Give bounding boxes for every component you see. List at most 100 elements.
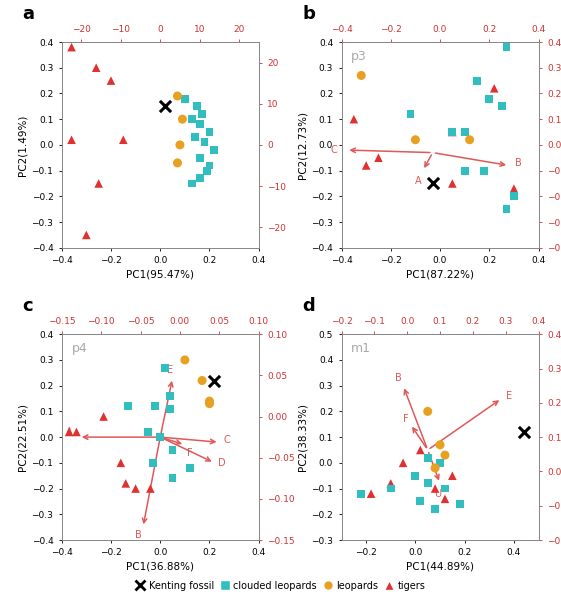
Point bbox=[448, 127, 457, 137]
Point bbox=[195, 119, 204, 129]
Point bbox=[168, 445, 177, 455]
X-axis label: PC1(36.88%): PC1(36.88%) bbox=[126, 562, 194, 571]
Point bbox=[116, 458, 125, 467]
Point bbox=[185, 463, 194, 473]
Point bbox=[178, 115, 187, 124]
Point bbox=[448, 179, 457, 188]
Point bbox=[72, 427, 81, 437]
Text: F: F bbox=[187, 448, 192, 458]
Point bbox=[121, 479, 130, 488]
Text: C: C bbox=[331, 145, 338, 155]
Point bbox=[431, 484, 440, 493]
X-axis label: PC1(87.22%): PC1(87.22%) bbox=[406, 269, 474, 279]
Point bbox=[431, 463, 440, 473]
Point bbox=[173, 158, 182, 167]
Point bbox=[374, 153, 383, 163]
Text: E: E bbox=[506, 391, 512, 401]
Text: p3: p3 bbox=[351, 50, 367, 63]
Point bbox=[190, 133, 199, 142]
Point bbox=[456, 499, 465, 509]
Y-axis label: PC2(1.49%): PC2(1.49%) bbox=[17, 114, 27, 176]
Point bbox=[416, 445, 425, 455]
Point bbox=[205, 399, 214, 409]
Point bbox=[502, 43, 511, 52]
Point bbox=[416, 497, 425, 506]
Point bbox=[181, 355, 190, 365]
Point bbox=[144, 427, 153, 437]
Point bbox=[362, 161, 371, 170]
Text: B: B bbox=[516, 158, 522, 168]
Point bbox=[509, 191, 518, 201]
Point bbox=[148, 458, 157, 467]
Point bbox=[448, 127, 457, 137]
Point bbox=[197, 376, 206, 385]
Point bbox=[519, 427, 528, 437]
Point bbox=[440, 494, 449, 503]
Point bbox=[472, 76, 481, 85]
Point bbox=[502, 205, 511, 214]
Point bbox=[509, 184, 518, 193]
Point bbox=[465, 135, 474, 145]
Point bbox=[210, 376, 219, 385]
Point bbox=[119, 135, 128, 145]
Point bbox=[460, 127, 469, 137]
Point bbox=[91, 63, 100, 73]
Text: B: B bbox=[395, 373, 402, 383]
Point bbox=[480, 166, 489, 175]
Text: p4: p4 bbox=[72, 343, 88, 355]
Point bbox=[423, 479, 432, 488]
Point bbox=[160, 363, 169, 373]
Point bbox=[94, 179, 103, 188]
Text: A: A bbox=[415, 176, 421, 186]
Point bbox=[65, 427, 73, 437]
Legend: Kenting fossil, clouded leopards, leopards, tigers: Kenting fossil, clouded leopards, leopar… bbox=[131, 577, 430, 595]
Point bbox=[188, 179, 197, 188]
Point bbox=[195, 173, 204, 183]
Point bbox=[435, 440, 444, 449]
Point bbox=[94, 253, 103, 263]
Y-axis label: PC2(22.51%): PC2(22.51%) bbox=[17, 403, 27, 471]
Y-axis label: PC2(12.73%): PC2(12.73%) bbox=[297, 111, 307, 179]
Point bbox=[195, 153, 204, 163]
Point bbox=[350, 115, 358, 124]
Point bbox=[485, 94, 494, 103]
Point bbox=[431, 505, 440, 514]
Point bbox=[490, 83, 499, 93]
Text: b: b bbox=[302, 5, 315, 23]
Point bbox=[203, 166, 211, 175]
Point bbox=[165, 404, 174, 413]
Point bbox=[131, 484, 140, 493]
Text: C: C bbox=[223, 434, 230, 445]
Point bbox=[411, 471, 420, 481]
Point bbox=[181, 94, 190, 103]
Point bbox=[357, 489, 366, 499]
Point bbox=[160, 101, 169, 111]
Point bbox=[423, 453, 432, 463]
Text: F: F bbox=[403, 414, 408, 424]
Point bbox=[124, 401, 133, 411]
Point bbox=[165, 391, 174, 401]
Point bbox=[197, 109, 206, 119]
Point bbox=[67, 135, 76, 145]
Point bbox=[173, 91, 182, 101]
Point bbox=[99, 412, 108, 421]
Point bbox=[156, 433, 165, 442]
Point bbox=[146, 484, 155, 493]
Point bbox=[176, 140, 185, 149]
Point bbox=[406, 109, 415, 119]
Point bbox=[168, 473, 177, 483]
Point bbox=[428, 179, 437, 188]
Text: c: c bbox=[22, 297, 33, 315]
Point bbox=[497, 101, 506, 111]
Y-axis label: PC2(38.33%): PC2(38.33%) bbox=[297, 403, 307, 471]
Point bbox=[357, 71, 366, 80]
Text: E: E bbox=[167, 365, 173, 375]
Point bbox=[205, 396, 214, 406]
Text: A: A bbox=[66, 427, 72, 437]
Point bbox=[107, 76, 116, 85]
X-axis label: PC1(44.89%): PC1(44.89%) bbox=[406, 562, 474, 571]
Point bbox=[435, 458, 444, 467]
Point bbox=[411, 135, 420, 145]
X-axis label: PC1(95.47%): PC1(95.47%) bbox=[126, 269, 194, 279]
Point bbox=[435, 263, 444, 273]
